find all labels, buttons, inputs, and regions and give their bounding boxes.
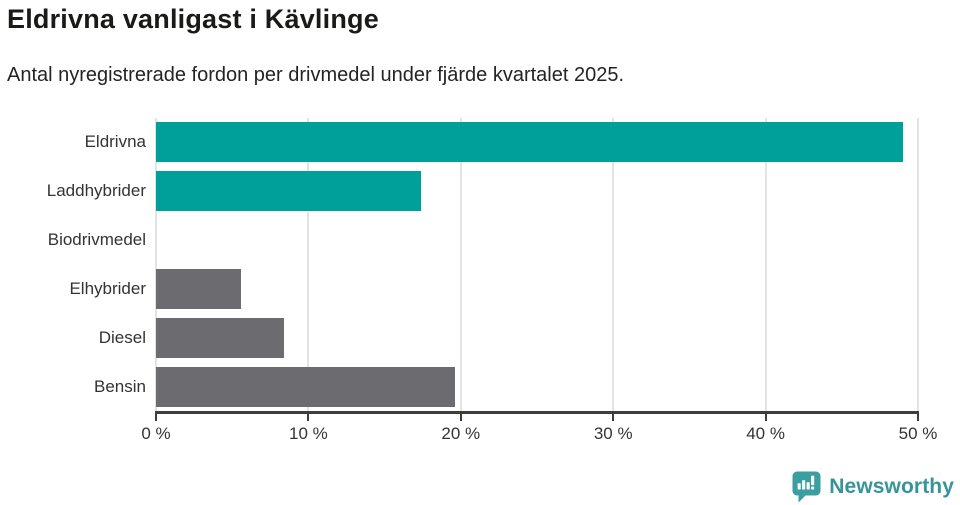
x-axis-tick	[764, 411, 767, 421]
gridline	[764, 118, 767, 411]
gridline	[459, 118, 462, 411]
x-axis-tick-label: 0 %	[141, 424, 171, 443]
x-axis-tick	[307, 411, 310, 421]
x-axis-tick	[612, 411, 615, 421]
bar-diesel	[156, 317, 285, 358]
x-axis: 0 % 10 % 20 % 30 % 40 % 50 %	[141, 411, 937, 456]
x-axis-tick-label: 10 %	[289, 424, 328, 443]
newsworthy-bar-chart-bubble-icon	[792, 471, 821, 503]
gridline	[917, 118, 919, 411]
x-axis-tick	[917, 411, 919, 421]
x-axis-tick	[459, 411, 462, 421]
x-axis-line	[155, 411, 919, 414]
bar-laddhybrider	[156, 171, 422, 212]
newsworthy-wordmark: Newsworthy	[829, 474, 954, 498]
gridline	[155, 118, 157, 411]
category-label: Elhybrider	[69, 278, 146, 298]
plot-area	[155, 118, 919, 411]
category-label: Eldrivna	[84, 132, 146, 152]
chart-subtitle: Antal nyregistrerade fordon per drivmede…	[7, 64, 625, 86]
category-label: Diesel	[98, 327, 146, 347]
chart-title: Eldrivna vanligast i Kävlinge	[7, 4, 379, 34]
bar-bensin	[156, 366, 455, 407]
x-axis-tick-label: 40 %	[746, 424, 785, 443]
category-label: Laddhybrider	[46, 181, 146, 201]
newsworthy-logo: Newsworthy	[791, 470, 954, 503]
gridline	[612, 118, 615, 411]
x-axis-tick-label: 30 %	[593, 424, 633, 443]
category-label: Bensin	[94, 376, 146, 396]
gridline	[307, 118, 310, 411]
category-labels: Eldrivna Laddhybrider Biodrivmedel Elhybrid…	[0, 118, 146, 411]
category-label: Biodrivmedel	[47, 230, 146, 250]
x-axis-tick-label: 50 %	[898, 424, 938, 443]
bar-elhybrider	[156, 268, 242, 309]
bar-eldrivna	[156, 122, 903, 163]
x-axis-tick-label: 20 %	[441, 424, 481, 443]
x-axis-tick	[155, 411, 157, 421]
